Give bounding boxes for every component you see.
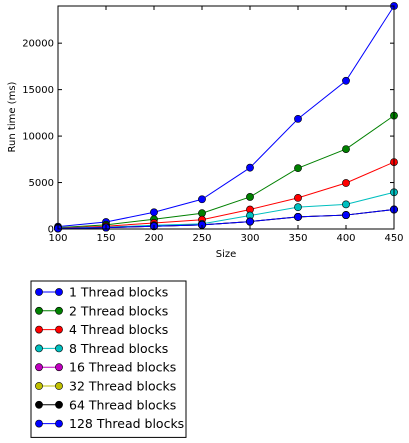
legend-item: 4 Thread blocks <box>35 322 168 337</box>
x-tick-label: 250 <box>192 233 211 244</box>
legend-marker <box>55 325 63 334</box>
legend-marker <box>35 306 43 315</box>
data-point <box>294 203 302 212</box>
data-point <box>294 114 302 123</box>
legend-box <box>30 280 187 438</box>
data-point <box>294 164 302 173</box>
legend-label: 4 Thread blocks <box>69 322 168 337</box>
data-point <box>198 209 206 218</box>
legend-marker <box>55 344 63 353</box>
legend-item: 1 Thread blocks <box>35 285 168 300</box>
y-tick-label: 10000 <box>22 132 54 143</box>
x-tick-label: 400 <box>336 233 355 244</box>
data-point <box>342 211 350 219</box>
legend-label: 8 Thread blocks <box>69 341 168 356</box>
series-line <box>57 208 395 229</box>
legend-item: 8 Thread blocks <box>35 341 168 356</box>
legend-marker <box>35 344 43 353</box>
series-line <box>57 191 395 229</box>
legend-item: 64 Thread blocks <box>35 397 176 412</box>
x-axis-label: Size <box>216 249 237 260</box>
series-line <box>57 161 395 229</box>
legend-marker <box>55 363 63 372</box>
data-point <box>342 76 350 85</box>
legend-item: 16 Thread blocks <box>35 360 176 375</box>
data-point <box>342 179 350 187</box>
legend-marker <box>35 325 43 334</box>
legend-label: 32 Thread blocks <box>69 379 176 394</box>
legend-label: 2 Thread blocks <box>69 303 168 318</box>
data-point <box>246 163 254 172</box>
series-line <box>57 5 395 228</box>
y-axis-label: Run time (ms) <box>7 81 18 152</box>
legend-marker <box>55 382 63 390</box>
data-point <box>294 193 302 202</box>
series-line <box>57 115 395 229</box>
legend-item: 2 Thread blocks <box>35 303 168 318</box>
x-tick-label: 100 <box>48 233 67 244</box>
data-point <box>198 195 206 204</box>
x-tick-label: 350 <box>288 233 307 244</box>
legend-item: 32 Thread blocks <box>35 379 176 394</box>
legend-label: 128 Thread blocks <box>69 416 184 431</box>
x-tick-label: 450 <box>384 233 403 244</box>
data-point <box>342 200 350 209</box>
plot-frame <box>57 5 395 230</box>
legend-marker <box>35 382 43 390</box>
legend-marker <box>35 400 43 409</box>
legend-label: 16 Thread blocks <box>69 360 176 375</box>
legend-marker <box>55 400 63 409</box>
legend-label: 1 Thread blocks <box>69 285 168 300</box>
series-1 <box>54 2 398 231</box>
legend-marker <box>35 288 43 296</box>
legend-label: 64 Thread blocks <box>69 397 176 412</box>
data-point <box>150 208 158 217</box>
x-tick-label: 200 <box>144 233 163 244</box>
legend: 1 Thread blocks 2 Thread blocks 4 Thread b… <box>30 280 187 438</box>
data-point <box>246 217 254 226</box>
legend-marker <box>55 419 63 428</box>
axis-ticks: 100 150 200 250 300 350 400 450 0 5000 10000 15000 2… <box>22 6 404 244</box>
y-tick-label: 20000 <box>22 39 54 50</box>
data-point <box>246 193 254 201</box>
legend-marker <box>55 288 63 296</box>
x-tick-label: 150 <box>96 233 115 244</box>
data-point <box>294 213 302 221</box>
legend-marker <box>35 363 43 372</box>
x-tick-label: 300 <box>240 233 259 244</box>
series-layer <box>54 2 398 233</box>
y-tick-label: 0 <box>48 225 54 236</box>
y-tick-label: 15000 <box>22 85 54 96</box>
legend-marker <box>55 306 63 315</box>
data-point <box>342 145 350 153</box>
legend-item: 128 Thread blocks <box>35 416 184 431</box>
legend-marker <box>35 419 43 428</box>
y-tick-label: 5000 <box>29 178 54 189</box>
